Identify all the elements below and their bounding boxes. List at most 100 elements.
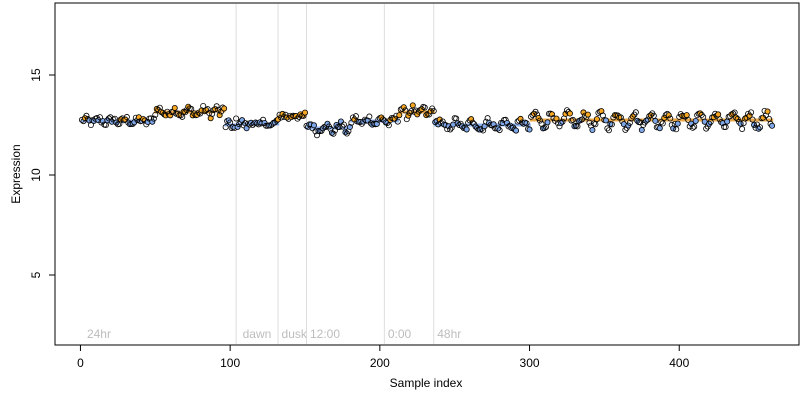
data-point bbox=[342, 129, 349, 136]
data-point bbox=[402, 107, 409, 114]
data-point bbox=[213, 103, 220, 110]
data-point bbox=[337, 118, 344, 125]
data-point bbox=[590, 120, 597, 127]
y-axis: 5 10 15 bbox=[29, 68, 56, 278]
data-point bbox=[149, 118, 156, 125]
data-point bbox=[206, 109, 213, 116]
data-point bbox=[239, 117, 246, 124]
x-tick-label: 300 bbox=[520, 356, 540, 370]
data-point bbox=[659, 120, 666, 127]
data-point bbox=[605, 127, 612, 134]
data-point bbox=[722, 124, 729, 131]
data-point bbox=[301, 109, 308, 116]
data-point bbox=[574, 123, 581, 130]
data-point bbox=[667, 115, 674, 122]
data-point bbox=[209, 110, 216, 117]
data-point bbox=[764, 108, 771, 115]
data-point bbox=[739, 125, 746, 132]
annotation-label: 0:00 bbox=[388, 327, 412, 341]
data-point bbox=[331, 127, 338, 134]
data-point bbox=[150, 115, 157, 122]
y-tick-label: 10 bbox=[29, 168, 43, 182]
data-point bbox=[123, 114, 130, 121]
data-point bbox=[400, 104, 407, 111]
data-point bbox=[749, 116, 756, 123]
data-point bbox=[746, 112, 753, 119]
data-point bbox=[566, 110, 573, 117]
data-point bbox=[336, 124, 343, 131]
data-point bbox=[319, 125, 326, 132]
data-point bbox=[396, 112, 403, 119]
data-point bbox=[351, 116, 358, 123]
data-point bbox=[674, 120, 681, 127]
data-point bbox=[152, 111, 159, 118]
data-point bbox=[757, 124, 764, 131]
data-point bbox=[469, 119, 476, 126]
data-point bbox=[105, 115, 112, 122]
data-point bbox=[409, 102, 416, 109]
data-point bbox=[207, 115, 214, 122]
annotation-label: dawn bbox=[243, 327, 272, 341]
data-point bbox=[673, 126, 680, 133]
data-point bbox=[683, 112, 690, 119]
data-point bbox=[83, 112, 90, 119]
data-point bbox=[394, 118, 401, 125]
x-tick-label: 400 bbox=[669, 356, 689, 370]
data-point bbox=[204, 106, 211, 113]
data-point bbox=[697, 110, 704, 117]
data-point bbox=[222, 124, 229, 131]
data-point bbox=[661, 114, 668, 121]
annotation-label: 48hr bbox=[437, 327, 461, 341]
data-point bbox=[569, 116, 576, 123]
data-point bbox=[171, 104, 178, 111]
annotation-label: 24hr bbox=[87, 327, 111, 341]
data-point bbox=[340, 121, 347, 128]
data-point bbox=[592, 121, 599, 128]
data-point bbox=[563, 107, 570, 114]
data-point bbox=[294, 115, 301, 122]
data-point bbox=[716, 116, 723, 123]
y-axis-label: Expression bbox=[9, 144, 23, 203]
y-tick-label: 5 bbox=[29, 271, 43, 278]
data-point bbox=[658, 118, 665, 125]
data-point bbox=[589, 127, 596, 134]
data-point bbox=[715, 111, 722, 118]
data-point bbox=[730, 110, 737, 117]
annotation-label: dusk bbox=[282, 327, 308, 341]
data-point bbox=[710, 114, 717, 121]
data-point bbox=[526, 126, 533, 133]
data-point bbox=[602, 117, 609, 124]
data-point bbox=[463, 126, 470, 133]
data-point bbox=[755, 125, 762, 132]
data-point bbox=[233, 115, 240, 122]
data-point bbox=[310, 122, 317, 129]
data-point bbox=[541, 125, 548, 132]
x-tick-label: 200 bbox=[370, 356, 390, 370]
data-points bbox=[78, 102, 776, 139]
x-tick-label: 100 bbox=[220, 356, 240, 370]
data-point bbox=[632, 109, 639, 116]
data-point bbox=[227, 119, 234, 126]
annotation-label: 12:00 bbox=[310, 327, 340, 341]
data-point bbox=[218, 108, 225, 115]
data-point bbox=[748, 109, 755, 116]
data-point bbox=[405, 112, 412, 119]
data-point bbox=[559, 118, 566, 125]
data-point bbox=[665, 112, 672, 119]
x-axis: 0 100 200 300 400 bbox=[77, 344, 690, 370]
data-point bbox=[578, 116, 585, 123]
data-point bbox=[348, 119, 355, 126]
data-point bbox=[523, 120, 530, 127]
data-point bbox=[447, 126, 454, 133]
data-point bbox=[537, 117, 544, 124]
data-point bbox=[430, 108, 437, 115]
data-point bbox=[167, 112, 174, 119]
data-point bbox=[685, 116, 692, 123]
data-point bbox=[496, 127, 503, 134]
data-point bbox=[391, 115, 398, 122]
data-point bbox=[652, 117, 659, 124]
data-point bbox=[495, 125, 502, 132]
data-point bbox=[586, 119, 593, 126]
data-point bbox=[346, 124, 353, 131]
